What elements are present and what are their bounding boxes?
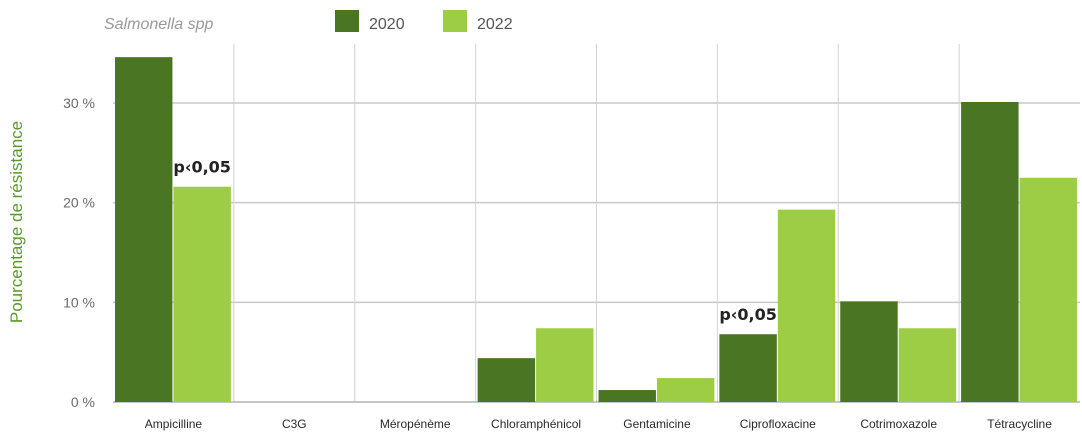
y-axis-label: Pourcentage de résistance	[7, 121, 26, 323]
legend-label-2022: 2022	[477, 16, 513, 33]
category-label: Ciprofloxacine	[740, 417, 816, 431]
annotations: p‹0,05 p‹0,05	[173, 158, 776, 325]
chart-subtitle: Salmonella spp	[104, 16, 214, 33]
bar-2022-5	[777, 209, 836, 402]
significance-annotation: p‹0,05	[719, 305, 777, 324]
bar-2022-3	[536, 328, 594, 402]
category-label: Ampicilline	[145, 417, 203, 431]
category-label: Chloramphénicol	[491, 417, 581, 431]
bar-2020-0	[115, 57, 173, 403]
legend: 2020 2022	[335, 10, 513, 33]
category-label: Méropénème	[380, 417, 451, 431]
bar-2020-7	[961, 102, 1019, 403]
bar-2022-4	[656, 378, 715, 402]
category-label: Tétracycline	[987, 417, 1052, 431]
y-tick-label: 10 %	[63, 294, 95, 310]
bar-2020-3	[477, 358, 536, 402]
bar-2020-4	[598, 390, 656, 402]
category-label: Cotrimoxazole	[860, 417, 937, 431]
y-tick-labels: 0 % 10 % 20 % 30 %	[63, 95, 95, 410]
y-tick-label: 30 %	[63, 95, 95, 111]
bar-2020-5	[719, 334, 777, 402]
y-tick-label: 20 %	[63, 195, 95, 211]
bar-2022-6	[898, 328, 957, 402]
category-label: Gentamicine	[623, 417, 691, 431]
bar-2020-6	[840, 301, 898, 402]
category-labels: Ampicilline C3G Méropénème Chloramphénicol G…	[145, 417, 1052, 431]
legend-swatch-2022	[443, 10, 467, 32]
bar-2022-0	[173, 186, 231, 402]
bars	[115, 57, 1077, 403]
y-tick-label: 0 %	[71, 394, 95, 410]
significance-annotation: p‹0,05	[173, 158, 231, 177]
legend-swatch-2020	[335, 10, 359, 32]
category-label: C3G	[282, 417, 307, 431]
legend-label-2020: 2020	[369, 16, 405, 33]
bar-2022-7	[1019, 177, 1077, 402]
